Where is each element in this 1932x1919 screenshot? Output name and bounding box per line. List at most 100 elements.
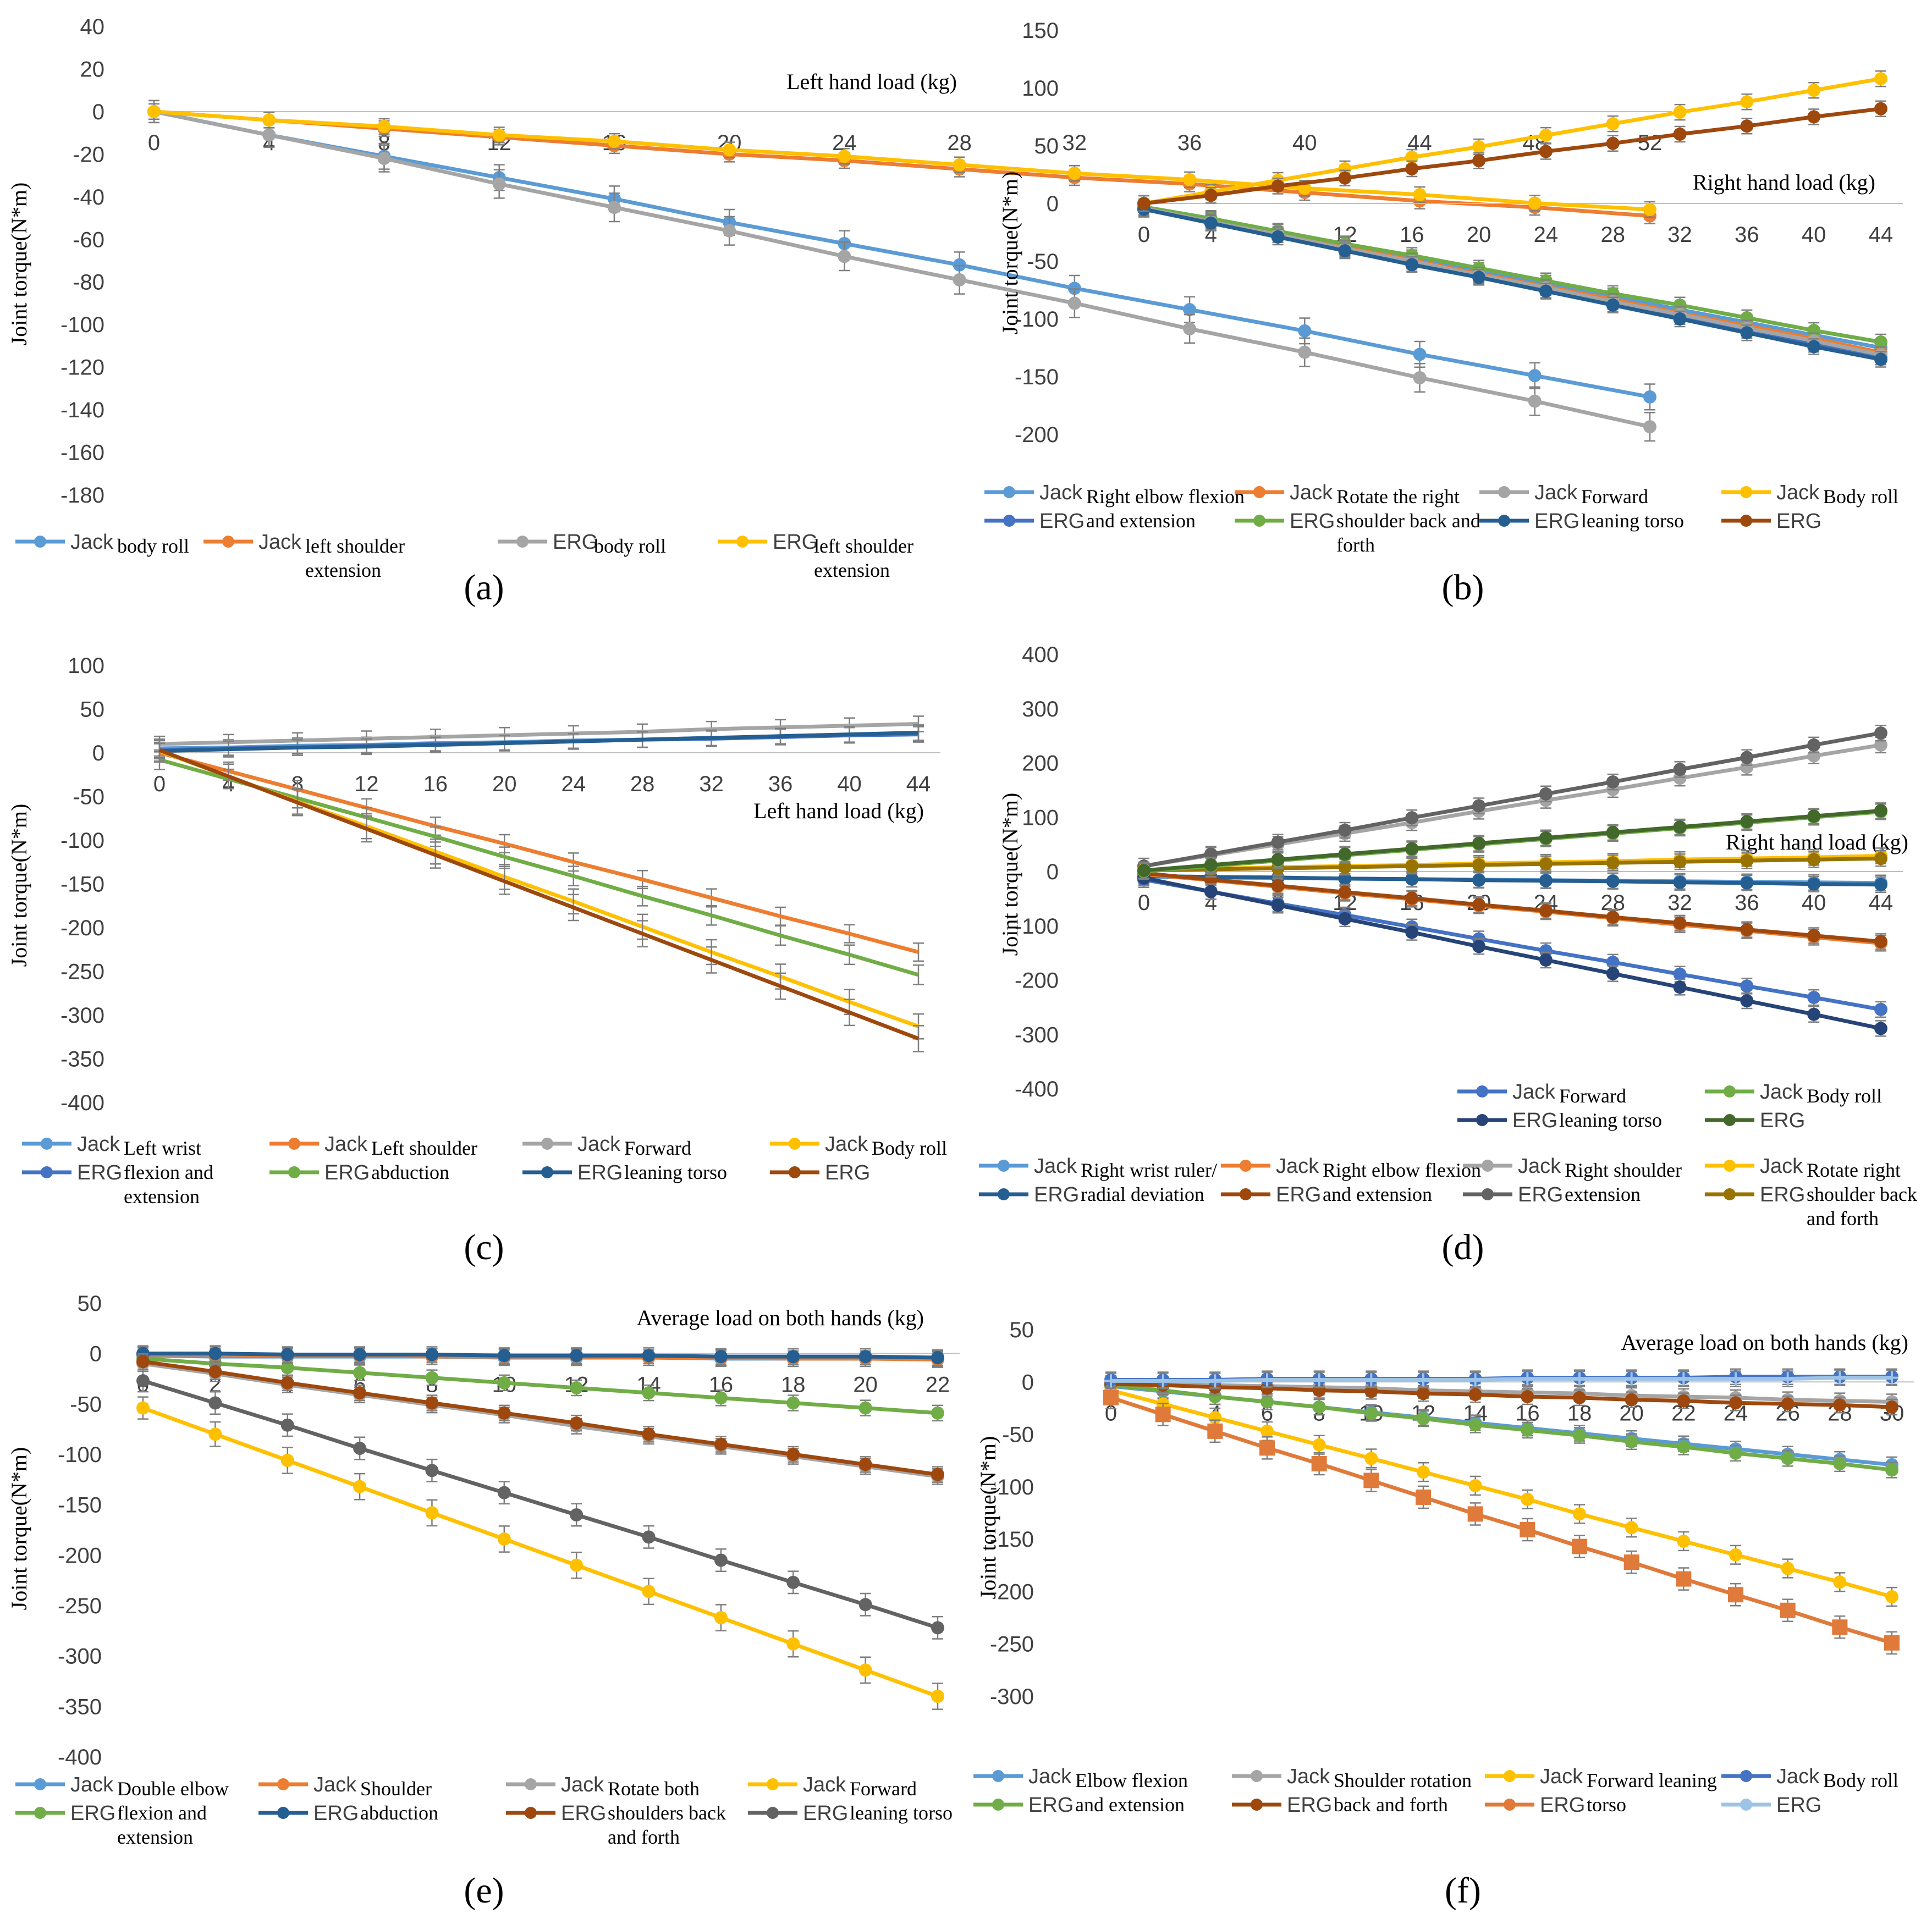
legend-description: leaning torso <box>850 1802 953 1824</box>
data-point <box>1204 216 1218 230</box>
legend-tag: Jack <box>1028 1765 1072 1788</box>
data-point <box>1780 1602 1796 1618</box>
data-point <box>1729 1396 1742 1410</box>
data-point <box>1781 1372 1795 1386</box>
data-point <box>1729 1372 1742 1386</box>
y-tick-label: -400 <box>1015 1077 1059 1101</box>
y-tick-label: 0 <box>1047 860 1059 884</box>
y-tick-label: -100 <box>1015 307 1059 332</box>
y-tick-label: -300 <box>990 1685 1034 1709</box>
legend-description: extension <box>124 1185 200 1207</box>
data-point <box>1625 1521 1638 1535</box>
data-point <box>1472 154 1486 168</box>
data-point <box>492 177 506 191</box>
data-point <box>1271 230 1285 244</box>
legend-tag: ERG <box>70 1802 115 1825</box>
legend-tag: ERG <box>561 1802 606 1825</box>
y-tick-label: 40 <box>80 15 105 39</box>
legend-marker <box>1504 1770 1516 1782</box>
data-point <box>1539 953 1553 967</box>
data-point <box>280 1361 294 1375</box>
data-point <box>931 1468 944 1481</box>
data-point <box>953 258 966 272</box>
y-tick-label: -250 <box>990 1633 1034 1657</box>
data-point <box>353 1480 367 1493</box>
legend-marker <box>992 1799 1004 1811</box>
data-point <box>1729 1446 1742 1460</box>
x-tick-label: 40 <box>1802 891 1826 915</box>
series-line <box>1110 1388 1892 1599</box>
series-line <box>142 1406 939 1699</box>
series-jack-rotate-both-shoulders-back-and-forth <box>136 1355 944 1485</box>
legend-tag: Jack <box>1034 1155 1077 1178</box>
x-tick-label: 36 <box>768 772 793 796</box>
legend-description: back and forth <box>1334 1794 1448 1816</box>
data-point <box>1740 760 1754 774</box>
legend-description: shoulder back <box>1807 1183 1917 1205</box>
data-point <box>1271 853 1285 867</box>
legend-description: Rotate right <box>1807 1159 1901 1181</box>
legend-marker <box>277 1807 289 1819</box>
legend-description: flexion and <box>124 1161 213 1183</box>
legend-tag: Jack <box>803 1773 846 1796</box>
legend-marker <box>1724 1114 1736 1126</box>
data-point <box>1643 390 1656 404</box>
data-point <box>1155 1407 1171 1422</box>
legend-description: Body roll <box>1807 1085 1882 1107</box>
y-tick-label: -50 <box>1002 1423 1034 1447</box>
data-point <box>1067 282 1081 295</box>
legend-tag: Jack <box>313 1773 357 1796</box>
legend-description: Right elbow flexion <box>1323 1159 1481 1181</box>
data-point <box>1311 1455 1327 1471</box>
data-point <box>1606 910 1620 924</box>
data-point <box>1413 348 1427 361</box>
data-point <box>570 1508 584 1521</box>
y-tick-label: -200 <box>58 1543 102 1568</box>
data-point <box>1364 1373 1378 1387</box>
data-point <box>1156 1374 1170 1388</box>
y-tick-label: -200 <box>990 1580 1034 1604</box>
y-tick-label: 200 <box>1022 752 1059 776</box>
data-point <box>1472 836 1486 850</box>
y-tick-label: -100 <box>1015 914 1059 939</box>
legend-description: Left wrist <box>124 1137 201 1159</box>
data-point <box>1468 1388 1482 1402</box>
data-point <box>838 150 851 163</box>
data-point <box>1606 136 1620 150</box>
data-point <box>1338 823 1352 837</box>
data-point <box>1807 110 1821 124</box>
legend-tag: ERG <box>1276 1183 1321 1206</box>
legend-description: body roll <box>594 535 666 557</box>
y-tick-label: -400 <box>60 1091 104 1115</box>
series-erg-shoulder-abduction <box>136 1345 944 1366</box>
legend-description: shoulder back and <box>1336 510 1480 532</box>
data-point <box>147 104 161 118</box>
data-point <box>1204 885 1218 898</box>
data-point <box>1885 1371 1898 1385</box>
data-point <box>1413 371 1427 384</box>
y-tick-label: 400 <box>1022 643 1059 667</box>
data-point <box>1067 167 1081 180</box>
data-point <box>1521 1492 1534 1506</box>
y-tick-label: -160 <box>60 441 104 465</box>
data-point <box>714 1350 728 1364</box>
data-point <box>425 1464 439 1477</box>
legend-marker <box>1724 1085 1736 1098</box>
data-point <box>1103 1389 1119 1405</box>
series-erg-body-roll <box>1137 100 1887 212</box>
y-tick-label: -300 <box>1015 1023 1059 1047</box>
data-point <box>607 135 621 148</box>
data-point <box>1677 1394 1691 1408</box>
data-point <box>1539 857 1553 871</box>
data-point <box>1673 312 1687 326</box>
x-tick-label: 20 <box>853 1373 878 1397</box>
data-point <box>1807 877 1821 891</box>
y-axis-title: Joint torque(N*m) <box>976 1436 1000 1600</box>
x-tick-label: 20 <box>492 772 517 796</box>
series-erg-rotate-both-shoulders-back-and-forth <box>136 1353 944 1483</box>
data-point <box>858 1350 872 1364</box>
chart-panel-c: 100 50 0 -50 -100 -150 -200 -250 -300 -350 -400 Joi… <box>7 654 947 1267</box>
data-point <box>838 250 851 263</box>
